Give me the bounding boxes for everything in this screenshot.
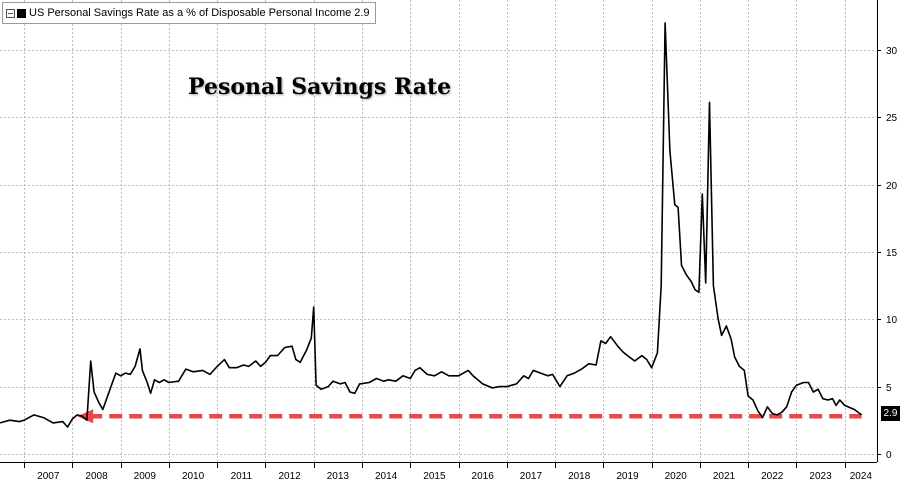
x-tick-label: 2018 [568, 471, 591, 482]
x-tick-label: 2008 [85, 471, 108, 482]
x-tick-label: 2022 [761, 471, 784, 482]
x-tick-label: 2020 [665, 471, 688, 482]
x-tick-label: 2017 [520, 471, 543, 482]
legend: US Personal Savings Rate as a % of Dispo… [2, 2, 376, 24]
x-axis: 2007 2008 2009 2010 2011 2012 2013 2014 2015 2016… [24, 462, 873, 482]
y-tick-label: 0 [886, 450, 892, 461]
reference-arrow [77, 409, 862, 424]
x-tick-label: 2021 [713, 471, 736, 482]
series-swatch-icon [17, 8, 26, 18]
last-value-label: 2.9 [881, 406, 900, 421]
x-tick-label: 2013 [327, 471, 350, 482]
reference-arrowhead [77, 409, 94, 424]
y-tick-label: 15 [886, 248, 898, 259]
y-tick-label: 20 [886, 181, 898, 192]
collapse-box-icon[interactable] [6, 8, 15, 18]
series-line-savings-rate [0, 22, 863, 428]
legend-label: US Personal Savings Rate as a % of Dispo… [29, 7, 352, 19]
legend-value: 2.9 [354, 7, 370, 19]
x-tick-label: 2014 [375, 471, 398, 482]
y-tick-label: 10 [886, 315, 898, 326]
x-tick-label: 2015 [423, 471, 446, 482]
x-tick-label: 2019 [616, 471, 639, 482]
y-tick-label: 5 [886, 383, 892, 394]
x-tick-label: 2011 [231, 471, 253, 482]
x-tick-label: 2023 [809, 471, 832, 482]
x-tick-label: 2010 [182, 471, 205, 482]
x-tick-label: 2009 [134, 471, 157, 482]
chart-annotation: Pesonal Savings Rate [188, 74, 452, 100]
grid-lines [0, 0, 878, 463]
x-tick-label: 2012 [278, 471, 301, 482]
y-axis: 0 5 10 15 20 25 30 [877, 46, 898, 461]
y-tick-label: 30 [886, 46, 898, 57]
x-tick-label: 2016 [472, 471, 495, 482]
y-tick-label: 25 [886, 113, 898, 124]
x-tick-label: 2007 [37, 471, 60, 482]
x-tick-label: 2024 [850, 471, 873, 482]
